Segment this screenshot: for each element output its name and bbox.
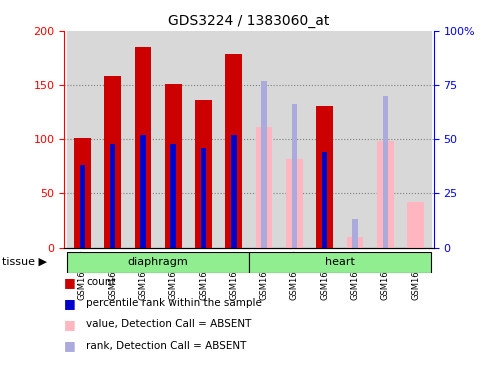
Bar [377, 141, 394, 248]
Text: ■: ■ [64, 297, 76, 310]
Bar [195, 100, 212, 248]
Bar [67, 252, 249, 273]
Bar [171, 144, 176, 248]
Text: percentile rank within the sample: percentile rank within the sample [86, 298, 262, 308]
Bar [128, 31, 158, 248]
Text: ■: ■ [64, 276, 76, 289]
Bar [317, 106, 333, 248]
Text: ■: ■ [64, 318, 76, 331]
Text: ■: ■ [64, 339, 76, 352]
Bar [322, 152, 327, 248]
Bar [279, 31, 310, 248]
Bar [67, 31, 98, 248]
Bar [74, 138, 91, 248]
Bar [225, 53, 242, 248]
Bar [249, 31, 279, 248]
Bar [104, 76, 121, 248]
Bar [188, 31, 219, 248]
Text: diaphragm: diaphragm [128, 257, 188, 267]
Bar [135, 47, 151, 248]
Bar [79, 165, 85, 248]
Bar [165, 84, 181, 248]
Text: count: count [86, 277, 116, 287]
Bar [286, 159, 303, 248]
Text: value, Detection Call = ABSENT: value, Detection Call = ABSENT [86, 319, 251, 329]
Title: GDS3224 / 1383060_at: GDS3224 / 1383060_at [168, 14, 330, 28]
Bar [347, 237, 363, 248]
Bar [110, 144, 115, 248]
Bar [231, 135, 237, 248]
Bar [340, 31, 370, 248]
Bar [261, 81, 267, 248]
Bar [98, 31, 128, 248]
Text: heart: heart [325, 257, 355, 267]
Bar [158, 31, 188, 248]
Bar [400, 31, 431, 248]
Bar [256, 127, 273, 248]
Bar [407, 202, 424, 248]
Text: rank, Detection Call = ABSENT: rank, Detection Call = ABSENT [86, 341, 246, 351]
Text: tissue ▶: tissue ▶ [2, 257, 47, 267]
Bar [219, 31, 249, 248]
Bar [292, 104, 297, 248]
Bar [140, 135, 145, 248]
Bar [370, 31, 400, 248]
Bar [201, 148, 206, 248]
Bar [310, 31, 340, 248]
Bar [383, 96, 388, 248]
Bar [249, 252, 431, 273]
Bar [352, 220, 358, 248]
